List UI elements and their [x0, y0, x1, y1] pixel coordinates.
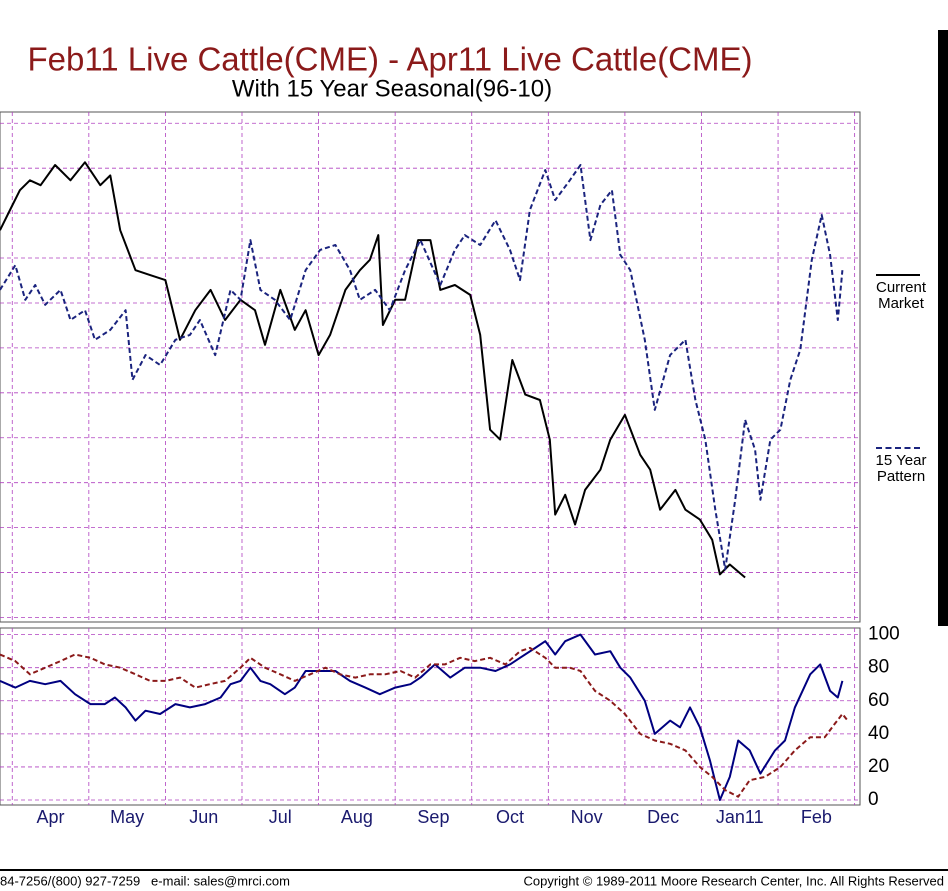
x-tick-label: Oct — [496, 807, 524, 827]
y-tick-label: 60 — [868, 690, 889, 711]
chart-title: Feb11 Live Cattle(CME) - Apr11 Live Catt… — [27, 41, 752, 78]
y-tick-label: 80 — [868, 657, 889, 678]
series-line — [0, 633, 844, 801]
x-tick-label: May — [110, 807, 144, 827]
footer-contact: 84-7256/(800) 927-7259 e-mail: sales@mrc… — [0, 873, 290, 888]
legend-label: 15 Year Pattern — [875, 452, 927, 485]
y-tick-label: 100 — [868, 624, 900, 645]
series-line — [0, 164, 844, 571]
x-tick-label: Nov — [571, 807, 603, 827]
footer-copyright: Copyright © 1989-2011 Moore Research Cen… — [524, 873, 945, 888]
series-line — [0, 161, 746, 579]
right-edge-bar — [938, 30, 948, 626]
plot-frame — [0, 627, 861, 806]
chart-subtitle: With 15 Year Seasonal(96-10) — [232, 75, 552, 102]
x-tick-label: Aug — [341, 807, 373, 827]
legend-swatch — [876, 274, 920, 276]
legend-swatch — [876, 447, 920, 449]
x-tick-label: Jun — [189, 807, 218, 827]
x-tick-label: Apr — [37, 807, 65, 827]
x-tick-label: Sep — [417, 807, 449, 827]
x-tick-label: Jul — [269, 807, 292, 827]
plot-frame — [0, 111, 861, 623]
series-line — [0, 646, 849, 798]
index-panel: 0 20 40 60 80 100 Apr May Jun Jul Aug Sep Oct Nov Dec J… — [0, 624, 900, 827]
y-tick-label: 0 — [868, 789, 879, 810]
y-tick-label: 40 — [868, 723, 889, 744]
x-tick-label: Dec — [647, 807, 679, 827]
y-tick-label: 20 — [868, 756, 889, 777]
x-tick-label: Jan11 — [716, 807, 764, 827]
price-panel — [0, 111, 861, 623]
legend-label: Current Market — [875, 279, 927, 312]
x-tick-label: Feb — [801, 807, 832, 827]
